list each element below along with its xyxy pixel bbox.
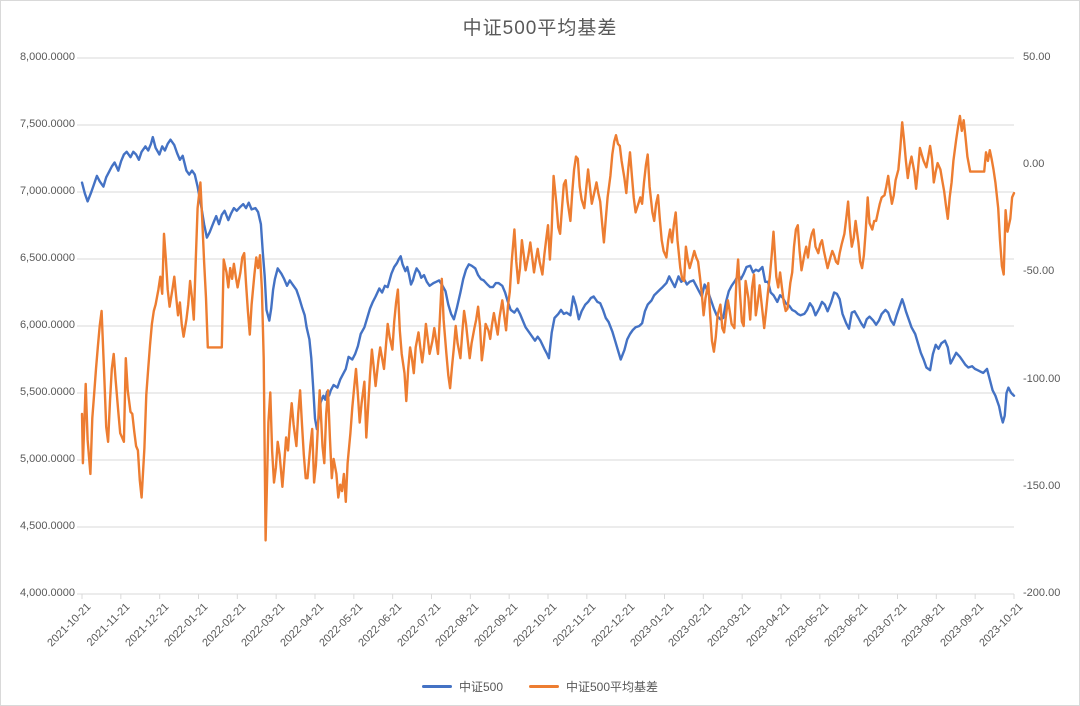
legend: 中证500 中证500平均基差	[1, 678, 1079, 695]
y-axis-left-label: 5,500.0000	[19, 386, 75, 398]
y-axis-right-label: -200.00	[1023, 587, 1061, 599]
y-axis-left-label: 6,500.0000	[19, 252, 75, 264]
y-axis-right-label: 50.00	[1023, 51, 1051, 63]
y-axis-left-label: 4,500.0000	[19, 520, 75, 532]
y-axis-left-label: 6,000.0000	[19, 319, 75, 331]
y-axis-right-label: -100.00	[1023, 372, 1061, 385]
y-axis-right-label: -50.00	[1023, 265, 1055, 278]
y-axis-left-label: 5,000.0000	[19, 453, 75, 465]
y-axis-left-label: 8,000.0000	[19, 51, 75, 63]
legend-item-csi500: 中证500	[421, 678, 503, 695]
series-line-csi500	[80, 135, 1016, 431]
chart-title: 中证500平均基差	[462, 18, 618, 39]
legend-label-csi500: 中证500	[458, 680, 503, 694]
y-axis-left-label: 4,000.0000	[19, 587, 75, 599]
legend-item-basis: 中证500平均基差	[529, 678, 658, 695]
series-line-basis	[80, 114, 1016, 542]
legend-swatch-basis	[529, 685, 559, 688]
y-axis-left-label: 7,000.0000	[19, 185, 75, 197]
y-axis-left-label: 7,500.0000	[19, 118, 75, 130]
y-axis-right-label: 0.00	[1023, 158, 1045, 171]
legend-swatch-csi500	[421, 685, 452, 688]
y-axis-right-label: -150.00	[1023, 479, 1061, 492]
legend-label-basis: 中证500平均基差	[566, 680, 659, 694]
